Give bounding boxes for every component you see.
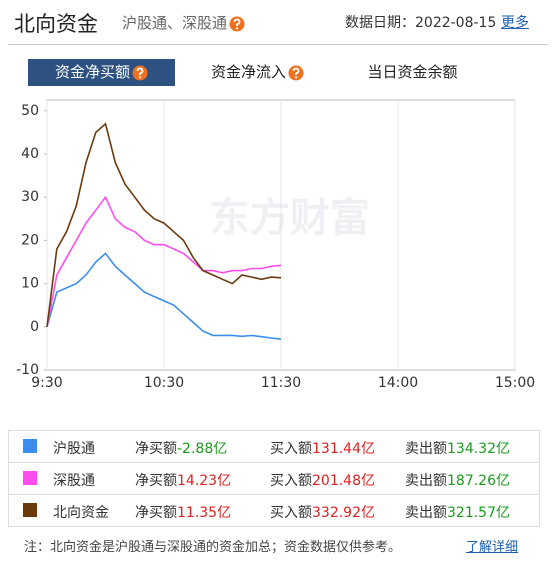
tab-label: 资金净流入 <box>210 63 286 81</box>
series-line <box>46 122 282 327</box>
y-tick-label: 0 <box>30 319 39 335</box>
y-tick-label: 20 <box>21 232 39 248</box>
x-tick-label: 14:00 <box>378 375 418 391</box>
series-line <box>46 252 282 340</box>
subtitle-text: 沪股通、深股通 <box>122 14 228 32</box>
chart: 东方财富 9:30 10:30 11:30 14:00 15:00 -10 0 10 20 30 40… <box>16 99 535 391</box>
legend-label: 沪股通 <box>53 441 95 457</box>
summary-row: 北向资金 净买额11.35亿 买入额332.92亿 卖出额321.57亿 <box>9 495 539 526</box>
buy-value: 201.48亿 <box>312 473 375 489</box>
buy-label: 买入额 <box>270 473 312 489</box>
buy-label: 买入额 <box>270 441 312 457</box>
y-tick-label: 10 <box>21 276 39 292</box>
sell-label: 卖出额 <box>405 473 447 489</box>
x-tick-label: 10:30 <box>144 375 184 391</box>
legend-label: 深股通 <box>53 473 95 489</box>
net-buy-cell: 净买额11.35亿 <box>135 502 231 522</box>
sell-value: 321.57亿 <box>447 505 510 521</box>
legend-swatch <box>23 439 37 453</box>
title: 北向资金 <box>14 12 98 36</box>
x-tick-label: 15:00 <box>495 375 535 391</box>
date-value: 2022-08-15 <box>415 15 497 31</box>
subtitle: 沪股通、深股通 <box>122 12 245 33</box>
y-tick-label: 30 <box>21 189 39 205</box>
buy-value: 131.44亿 <box>312 441 375 457</box>
series-line <box>46 195 282 327</box>
more-link[interactable]: 更多 <box>501 15 529 31</box>
date-label: 数据日期： <box>345 15 415 31</box>
net-buy-value: 14.23亿 <box>177 473 232 489</box>
buy-label: 买入额 <box>270 505 312 521</box>
y-tick-label: 40 <box>21 146 39 162</box>
buy-cell: 买入额201.48亿 <box>270 470 375 490</box>
watermark: 东方财富 <box>210 195 370 241</box>
legend-swatch <box>23 471 37 485</box>
sell-label: 卖出额 <box>405 441 447 457</box>
tab[interactable]: 资金净买额 <box>28 59 175 86</box>
tab-label: 资金净买额 <box>54 63 130 81</box>
sell-label: 卖出额 <box>405 505 447 521</box>
buy-cell: 买入额131.44亿 <box>270 438 375 458</box>
legend-label: 北向资金 <box>53 505 109 521</box>
net-buy-label: 净买额 <box>135 505 177 521</box>
sell-value: 187.26亿 <box>447 473 510 489</box>
sell-value: 134.32亿 <box>447 441 510 457</box>
legend-swatch <box>23 503 37 517</box>
tab-label: 当日资金余额 <box>367 63 458 81</box>
buy-cell: 买入额332.92亿 <box>270 502 375 522</box>
tab[interactable]: 资金净流入 <box>195 59 320 86</box>
help-icon[interactable] <box>229 16 245 32</box>
date: 数据日期：2022-08-15 <box>345 12 496 32</box>
y-tick-label: -10 <box>16 362 39 378</box>
sell-cell: 卖出额187.26亿 <box>405 470 510 490</box>
x-tick-label: 11:30 <box>261 375 301 391</box>
help-icon[interactable] <box>288 65 304 81</box>
footer-note: 注：北向资金是沪股通与深股通的资金加总；资金数据仅供参考。 <box>24 540 402 555</box>
summary-table: 沪股通 净买额-2.88亿 买入额131.44亿 卖出额134.32亿 深股通 净买额14… <box>8 430 540 527</box>
sell-cell: 卖出额321.57亿 <box>405 502 510 522</box>
net-buy-cell: 净买额14.23亿 <box>135 470 231 490</box>
y-tick-label: 50 <box>21 103 39 119</box>
x-tick-label: 9:30 <box>31 375 62 391</box>
summary-row: 沪股通 净买额-2.88亿 买入额131.44亿 卖出额134.32亿 <box>9 431 539 463</box>
divider <box>8 44 548 45</box>
help-icon[interactable] <box>132 65 148 81</box>
net-buy-label: 净买额 <box>135 473 177 489</box>
tab[interactable]: 当日资金余额 <box>345 59 480 86</box>
summary-row: 深股通 净买额14.23亿 买入额201.48亿 卖出额187.26亿 <box>9 463 539 495</box>
buy-value: 332.92亿 <box>312 505 375 521</box>
net-buy-cell: 净买额-2.88亿 <box>135 438 227 458</box>
detail-link[interactable]: 了解详细 <box>466 540 519 555</box>
net-buy-value: -2.88亿 <box>177 441 228 457</box>
sell-cell: 卖出额134.32亿 <box>405 438 510 458</box>
net-buy-label: 净买额 <box>135 441 177 457</box>
net-buy-value: 11.35亿 <box>177 505 232 521</box>
